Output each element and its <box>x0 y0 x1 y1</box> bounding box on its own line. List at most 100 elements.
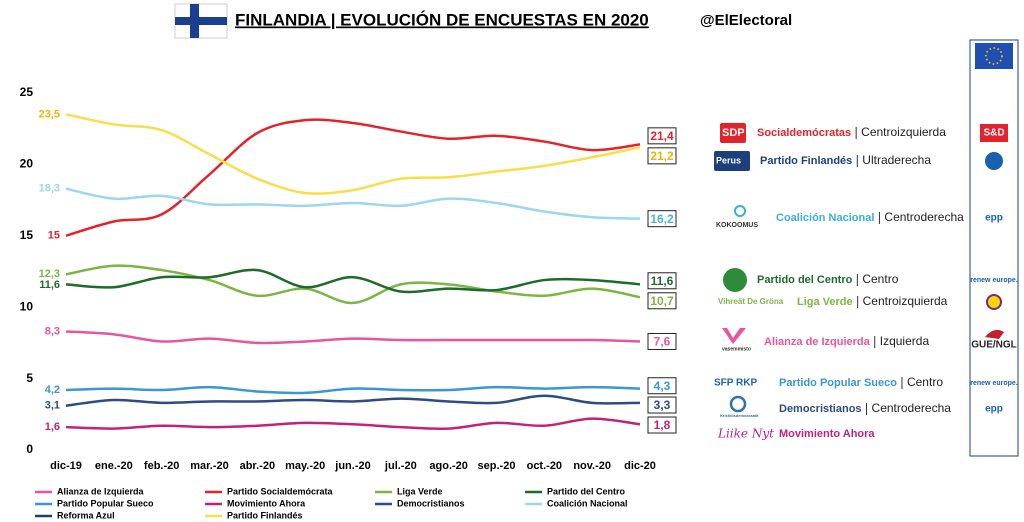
party-logo <box>734 205 746 217</box>
party-name: Coalición Nacional <box>776 212 874 224</box>
x-tick-label: nov.-20 <box>573 460 611 472</box>
party-name: Movimiento Ahora <box>779 428 875 440</box>
y-tick-label: 0 <box>26 442 33 456</box>
party-logo-text: SFP RKP <box>714 378 757 389</box>
source: @ElElectoral <box>700 12 792 29</box>
party-name: Partido del Centro <box>757 274 853 286</box>
end-label-box <box>647 272 677 290</box>
start-label: 3,1 <box>45 400 60 412</box>
legend-label: Partido Popular Sueco <box>57 498 154 508</box>
series-line <box>65 330 641 345</box>
group-logo-bg <box>980 124 1008 142</box>
party-logo-text: vasemmisto <box>722 346 751 352</box>
eu-flag <box>975 43 1013 69</box>
series-line <box>65 187 641 220</box>
party-logo-text: KOKOOMUS <box>716 222 758 229</box>
y-tick-label: 5 <box>26 371 33 385</box>
party-logo <box>729 395 747 413</box>
legend-label: Reforma Azul <box>57 510 115 520</box>
party-logo <box>723 268 747 292</box>
y-tick-label: 10 <box>20 299 34 313</box>
end-label: 11,6 <box>651 274 674 288</box>
party-ideology: Ultraderecha <box>862 153 931 167</box>
x-tick-label: dic-20 <box>624 460 656 472</box>
group-box <box>969 39 1019 457</box>
x-tick-label: jun.-20 <box>334 460 370 472</box>
end-label: 1,8 <box>654 418 671 432</box>
party-name: Partido Popular Sueco <box>779 377 897 389</box>
x-tick-label: dic-19 <box>50 460 82 472</box>
party-logo-text: Liike Nyt <box>717 427 774 441</box>
legend-label: Partido Finlandés <box>227 510 303 520</box>
start-label: 8,3 <box>45 325 60 337</box>
group-logo-text: GUE/NGL <box>971 340 1017 351</box>
x-tick-label: abr.-20 <box>240 460 275 472</box>
title: FINLANDIA | EVOLUCIÓN DE ENCUESTAS EN 20… <box>235 10 649 29</box>
end-label: 7,6 <box>654 335 671 349</box>
end-label-box <box>647 147 677 165</box>
legend-label: Coalición Nacional <box>547 498 628 508</box>
end-label-box <box>647 332 677 350</box>
party-logo-text: Kristillisdemokraatit <box>720 413 759 418</box>
party-name: Democristianos <box>779 403 862 415</box>
group-logo <box>985 329 1004 339</box>
party-logo-bg <box>720 123 746 143</box>
party-ideology: Centroderecha <box>884 210 964 224</box>
series-line <box>65 264 641 305</box>
x-tick-label: oct.-20 <box>527 460 562 472</box>
party-name: Partido Finlandés <box>760 155 852 167</box>
end-label: 3,3 <box>654 398 671 412</box>
end-label: 4,3 <box>654 379 671 393</box>
end-label: 21,2 <box>650 149 674 163</box>
series-line <box>65 385 641 395</box>
x-tick-label: sep.-20 <box>478 460 516 472</box>
group-logo-text: epp <box>985 404 1003 415</box>
party-ideology: Izquierda <box>880 334 930 348</box>
series-line <box>65 118 641 237</box>
legend-label: Alianza de Izquierda <box>57 486 145 496</box>
x-tick-label: may.-20 <box>285 460 325 472</box>
legend-label: Partido Socialdemócrata <box>227 486 334 496</box>
end-label: 21,4 <box>650 129 674 143</box>
end-label-box <box>647 292 677 310</box>
party-ideology: Centroderecha <box>872 401 952 415</box>
x-tick-label: feb.-20 <box>144 460 179 472</box>
start-label: 18,3 <box>39 183 60 195</box>
x-tick-label: jul.-20 <box>384 460 417 472</box>
start-label: 1,6 <box>45 421 60 433</box>
end-label-box <box>647 127 677 145</box>
legend-label: Democristianos <box>397 498 465 508</box>
series-line <box>65 268 641 294</box>
group-logo-text: S&D <box>983 128 1004 139</box>
finland-flag <box>174 3 228 39</box>
y-tick-label: 25 <box>20 85 34 99</box>
start-label: 11,6 <box>39 279 60 291</box>
x-tick-label: ene.-20 <box>95 460 133 472</box>
start-label: 4,2 <box>45 384 60 396</box>
x-tick-label: ago.-20 <box>429 460 468 472</box>
series-line <box>65 417 641 431</box>
party-logo-text: Vihreät De Gröna <box>718 297 784 306</box>
party-ideology: Centroizquierda <box>861 125 946 139</box>
group-logo-text: renew europe. <box>970 277 1018 284</box>
series-line <box>65 394 641 407</box>
x-tick-label: mar.-20 <box>190 460 229 472</box>
group-logo <box>986 294 1002 310</box>
y-tick-label: 15 <box>20 228 34 242</box>
group-logo-text: epp <box>985 213 1003 224</box>
party-name: Alianza de Izquierda <box>764 336 871 348</box>
party-name: Liga Verde <box>797 296 853 308</box>
legend-label: Movimiento Ahora <box>227 498 306 508</box>
legend-label: Liga Verde <box>397 486 443 496</box>
series-line <box>65 113 641 195</box>
start-label: 12,3 <box>39 268 60 280</box>
party-logo-text: Perus <box>716 155 741 165</box>
y-tick-label: 20 <box>20 157 34 171</box>
group-logo-text: renew europe. <box>970 380 1018 387</box>
end-label: 16,2 <box>650 212 674 226</box>
party-logo-text: SDP <box>722 127 745 139</box>
end-label-box <box>647 416 677 434</box>
party-logo-bg <box>714 151 750 171</box>
end-label: 10,7 <box>650 294 674 308</box>
